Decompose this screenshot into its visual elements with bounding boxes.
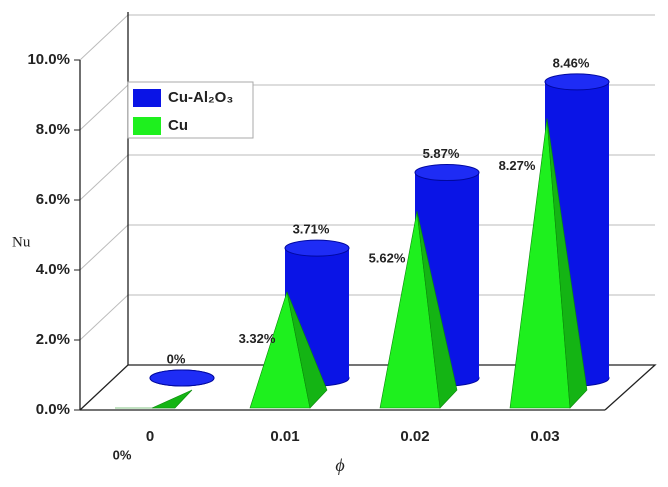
value-label: 3.32% — [239, 331, 276, 346]
x-tick-label: 0.02 — [400, 428, 429, 445]
x-tick-label: 0 — [146, 428, 154, 445]
legend-swatch — [133, 117, 161, 135]
legend-label: Cu — [168, 117, 188, 134]
pyramid-side — [286, 291, 328, 409]
left-wall-edge — [79, 12, 129, 411]
cylinder-top — [414, 164, 480, 182]
x-tick-label: 0.03 — [530, 428, 559, 445]
pyramid-side — [416, 211, 458, 409]
grid-line — [79, 14, 129, 61]
value-label: 8.27% — [499, 158, 536, 173]
y-tick-label: 0.0% — [36, 401, 70, 418]
grid-line — [79, 84, 129, 131]
legend-swatch — [133, 89, 161, 107]
y-tick-label: 8.0% — [36, 121, 70, 138]
grid-line — [79, 224, 129, 271]
value-label: 5.62% — [369, 251, 406, 266]
value-label: 3.71% — [293, 222, 330, 237]
cylinder-top — [149, 369, 215, 387]
y-tick-label: 6.0% — [36, 191, 70, 208]
value-label: 5.87% — [423, 146, 460, 161]
y-tick-label: 2.0% — [36, 331, 70, 348]
pyramid-side — [546, 118, 588, 409]
cylinder-top — [544, 73, 610, 91]
y-tick-label: 4.0% — [36, 261, 70, 278]
legend-label: Cu-Al₂O₃ — [168, 89, 233, 106]
cylinder-top — [284, 239, 350, 257]
x-axis-label: ϕ — [335, 455, 344, 475]
y-axis-label: Nu — [12, 234, 31, 250]
value-label: 0% — [167, 351, 186, 366]
grid-line — [79, 154, 129, 201]
grid-line — [79, 294, 129, 341]
pyramid-side — [151, 389, 193, 409]
x-tick-label: 0.01 — [270, 428, 299, 445]
y-tick-label: 10.0% — [27, 51, 70, 68]
value-label: 0% — [113, 447, 132, 462]
value-label: 8.46% — [553, 55, 590, 70]
